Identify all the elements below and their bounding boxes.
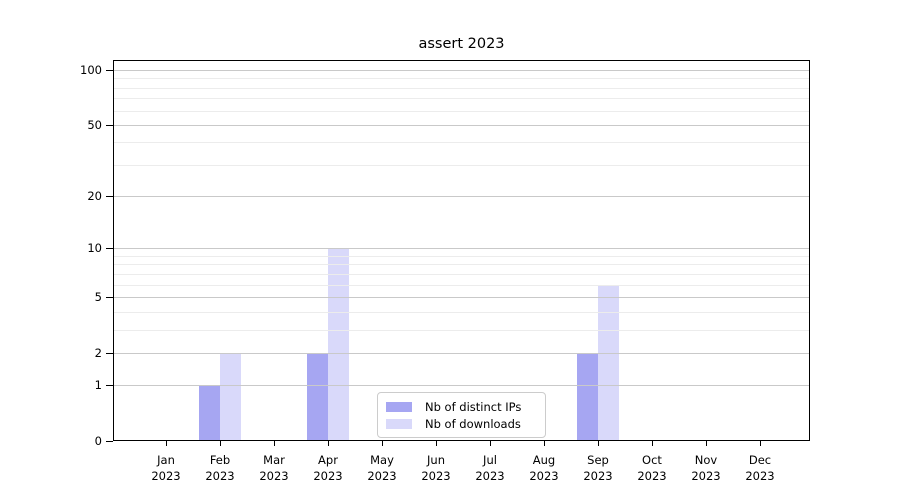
minor-gridline xyxy=(114,330,809,331)
x-tick-label: Jul 2023 xyxy=(462,452,518,484)
bar-distinct-ips xyxy=(577,353,598,441)
x-tick-mark xyxy=(652,441,653,446)
y-tick-mark xyxy=(106,196,113,197)
y-tick-label: 20 xyxy=(87,189,102,203)
major-gridline xyxy=(114,385,809,386)
bar-downloads xyxy=(598,285,619,441)
minor-gridline xyxy=(114,285,809,286)
y-tick-mark xyxy=(106,385,113,386)
x-tick-month: Nov xyxy=(694,453,718,467)
x-tick-month: Aug xyxy=(532,453,556,467)
x-tick-mark xyxy=(760,441,761,446)
x-tick-month: May xyxy=(370,453,394,467)
chart-title: assert 2023 xyxy=(418,36,505,52)
x-tick-label: Dec 2023 xyxy=(732,452,788,484)
x-tick-year: 2023 xyxy=(259,469,289,483)
x-tick-month: Oct xyxy=(642,453,662,467)
y-tick-label: 10 xyxy=(87,241,102,255)
x-tick-year: 2023 xyxy=(529,469,559,483)
major-gridline xyxy=(114,297,809,298)
x-tick-year: 2023 xyxy=(691,469,721,483)
x-tick-year: 2023 xyxy=(475,469,505,483)
x-tick-label: Mar 2023 xyxy=(246,452,302,484)
x-tick-mark xyxy=(706,441,707,446)
x-tick-label: Jun 2023 xyxy=(408,452,464,484)
x-tick-year: 2023 xyxy=(637,469,667,483)
x-tick-mark xyxy=(382,441,383,446)
legend-item: Nb of distinct IPs xyxy=(386,399,537,414)
major-gridline xyxy=(114,353,809,354)
y-tick-label: 50 xyxy=(87,118,102,132)
x-tick-year: 2023 xyxy=(583,469,613,483)
minor-gridline xyxy=(114,88,809,89)
major-gridline xyxy=(114,248,809,249)
x-tick-label: Jan 2023 xyxy=(138,452,194,484)
x-tick-mark xyxy=(490,441,491,446)
x-tick-year: 2023 xyxy=(313,469,343,483)
x-tick-mark xyxy=(220,441,221,446)
x-tick-year: 2023 xyxy=(367,469,397,483)
minor-gridline xyxy=(114,256,809,257)
minor-gridline xyxy=(114,142,809,143)
x-tick-month: Jan xyxy=(157,453,175,467)
bar-distinct-ips xyxy=(199,385,220,441)
x-tick-year: 2023 xyxy=(205,469,235,483)
x-tick-label: Apr 2023 xyxy=(300,452,356,484)
y-tick-mark xyxy=(106,70,113,71)
legend-item: Nb of downloads xyxy=(386,416,537,431)
x-tick-month: Sep xyxy=(587,453,609,467)
x-tick-month: Jul xyxy=(483,453,497,467)
x-tick-label: Feb 2023 xyxy=(192,452,248,484)
bar-downloads xyxy=(328,248,349,441)
x-tick-mark xyxy=(436,441,437,446)
x-tick-mark xyxy=(598,441,599,446)
y-tick-mark xyxy=(106,441,113,442)
minor-gridline xyxy=(114,264,809,265)
y-tick-label: 5 xyxy=(94,290,102,304)
x-tick-mark xyxy=(274,441,275,446)
legend-label: Nb of downloads xyxy=(425,416,521,431)
minor-gridline xyxy=(114,312,809,313)
minor-gridline xyxy=(114,98,809,99)
y-tick-label: 2 xyxy=(94,346,102,360)
y-tick-label: 100 xyxy=(80,63,102,77)
minor-gridline xyxy=(114,274,809,275)
major-gridline xyxy=(114,70,809,71)
major-gridline xyxy=(114,125,809,126)
y-tick-mark xyxy=(106,248,113,249)
x-tick-month: Feb xyxy=(209,453,231,467)
y-tick-mark xyxy=(106,125,113,126)
bar-distinct-ips xyxy=(307,353,328,441)
minor-gridline xyxy=(114,78,809,79)
x-tick-label: Sep 2023 xyxy=(570,452,626,484)
legend-swatch xyxy=(386,418,412,429)
x-tick-label: May 2023 xyxy=(354,452,410,484)
legend-swatch xyxy=(386,401,412,412)
x-tick-mark xyxy=(166,441,167,446)
plot-frame xyxy=(113,60,810,441)
x-tick-mark xyxy=(544,441,545,446)
x-tick-mark xyxy=(328,441,329,446)
x-tick-month: Apr xyxy=(318,453,338,467)
x-tick-month: Jun xyxy=(427,453,445,467)
x-tick-year: 2023 xyxy=(151,469,181,483)
x-tick-month: Mar xyxy=(263,453,285,467)
x-tick-year: 2023 xyxy=(745,469,775,483)
x-tick-label: Aug 2023 xyxy=(516,452,572,484)
minor-gridline xyxy=(114,165,809,166)
y-tick-mark xyxy=(106,297,113,298)
x-tick-label: Oct 2023 xyxy=(624,452,680,484)
minor-gridline xyxy=(114,111,809,112)
legend-label: Nb of distinct IPs xyxy=(425,399,522,414)
major-gridline xyxy=(114,196,809,197)
bar-downloads xyxy=(220,353,241,441)
y-tick-label: 1 xyxy=(94,378,102,392)
y-tick-mark xyxy=(106,353,113,354)
legend: Nb of distinct IPs Nb of downloads xyxy=(377,392,546,438)
x-tick-month: Dec xyxy=(748,453,772,467)
x-tick-year: 2023 xyxy=(421,469,451,483)
x-tick-label: Nov 2023 xyxy=(678,452,734,484)
y-tick-label: 0 xyxy=(94,434,102,448)
